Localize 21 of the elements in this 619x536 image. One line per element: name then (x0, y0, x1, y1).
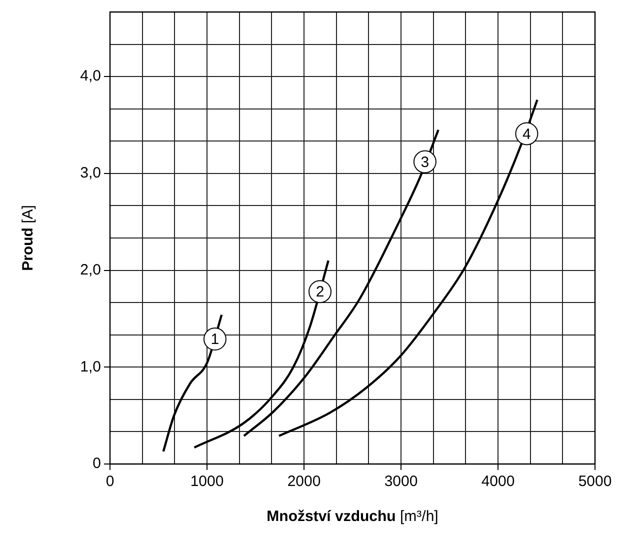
x-tick-label: 2000 (287, 473, 321, 490)
annotation: 1 (210, 331, 220, 348)
annotation: 4 (522, 126, 531, 143)
line-series (193, 260, 330, 449)
x-tick-label: 5000 (578, 473, 612, 490)
y-tick-label: 4,0 (80, 68, 101, 85)
y-tick-label: 3,0 (80, 164, 101, 182)
y-tick-label: 2,0 (80, 261, 101, 278)
y-axis-title: Proud [A] (20, 205, 36, 271)
line-series (242, 128, 440, 438)
x-tick-label: 3000 (384, 473, 418, 490)
x-tick-label: 4000 (481, 473, 515, 490)
y-tick-label: 1,0 (80, 358, 101, 376)
x-tick-label: 1000 (190, 473, 224, 490)
line-series (162, 314, 223, 453)
x-tick-label: 0 (106, 473, 114, 490)
annotation: 2 (316, 284, 324, 301)
annotation: 3 (420, 154, 430, 171)
y-tick-label: 0 (92, 455, 101, 472)
line-series (278, 98, 538, 438)
x-axis-title: Množství vzduchu [m³/h] (266, 508, 440, 525)
